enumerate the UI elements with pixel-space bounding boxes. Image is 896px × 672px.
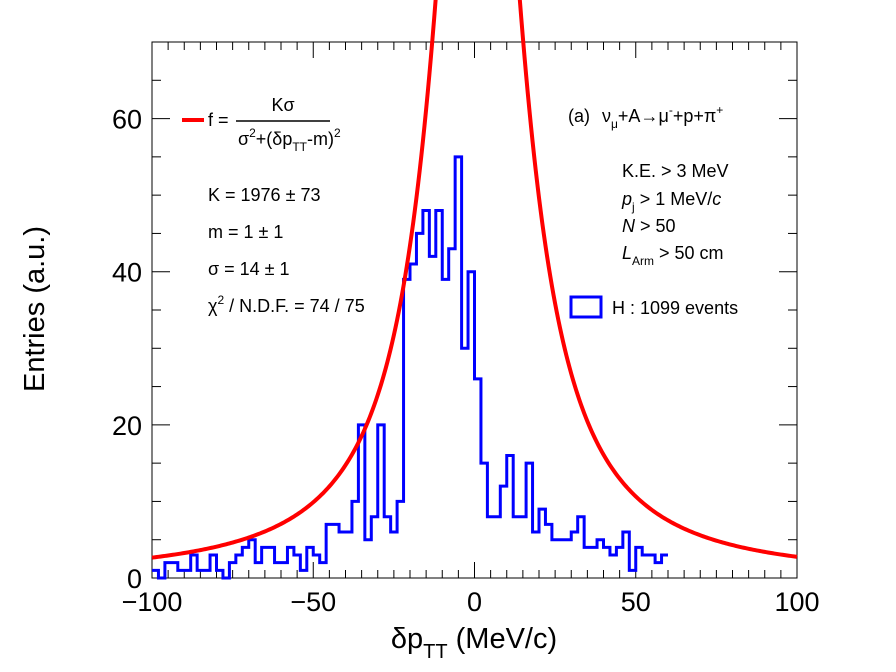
x-tick-label: 0 bbox=[467, 587, 482, 617]
x-tick-label: 50 bbox=[621, 587, 651, 617]
y-tick-label: 40 bbox=[112, 258, 142, 288]
fit-result-m: m = 1 ± 1 bbox=[208, 222, 283, 242]
cut-hits: N > 50 bbox=[622, 216, 676, 236]
y-axis-title: Entries (a.u.) bbox=[19, 226, 51, 392]
hist-legend-swatch bbox=[569, 295, 603, 319]
cut-arm-length: LArm > 50 cm bbox=[622, 243, 724, 268]
x-tick-label: 100 bbox=[774, 587, 819, 617]
fit-numerator: Kσ bbox=[271, 95, 294, 115]
x-tick-label: −100 bbox=[122, 587, 183, 617]
axis-ticks bbox=[151, 41, 798, 579]
cut-momentum: pj > 1 MeV/c bbox=[621, 189, 721, 214]
fit-denominator: σ2+(δpTT-m)2 bbox=[238, 126, 341, 154]
histogram-series bbox=[152, 155, 668, 580]
fit-result-k: K = 1976 ± 73 bbox=[208, 185, 320, 205]
tick-labels: −100 −50 0 50 100 0 20 40 60 bbox=[112, 105, 820, 617]
x-tick-label: −50 bbox=[290, 587, 336, 617]
y-tick-label: 20 bbox=[112, 411, 142, 441]
y-tick-label: 60 bbox=[112, 105, 142, 135]
reaction-label: (a) νμ+A→μ-+p+π+ bbox=[568, 103, 723, 131]
fit-label-lhs: f = bbox=[208, 110, 229, 130]
hist-legend-label: H : 1099 events bbox=[612, 298, 738, 318]
fit-result-chi2: χ2 / N.D.F. = 74 / 75 bbox=[208, 293, 365, 316]
cut-kinetic-energy: K.E. > 3 MeV bbox=[622, 161, 729, 181]
x-axis-title: δpTT (MeV/c) bbox=[391, 623, 557, 663]
fit-result-sigma: σ = 14 ± 1 bbox=[208, 259, 290, 279]
y-tick-label: 0 bbox=[127, 564, 142, 594]
fit-curve bbox=[151, 0, 798, 560]
